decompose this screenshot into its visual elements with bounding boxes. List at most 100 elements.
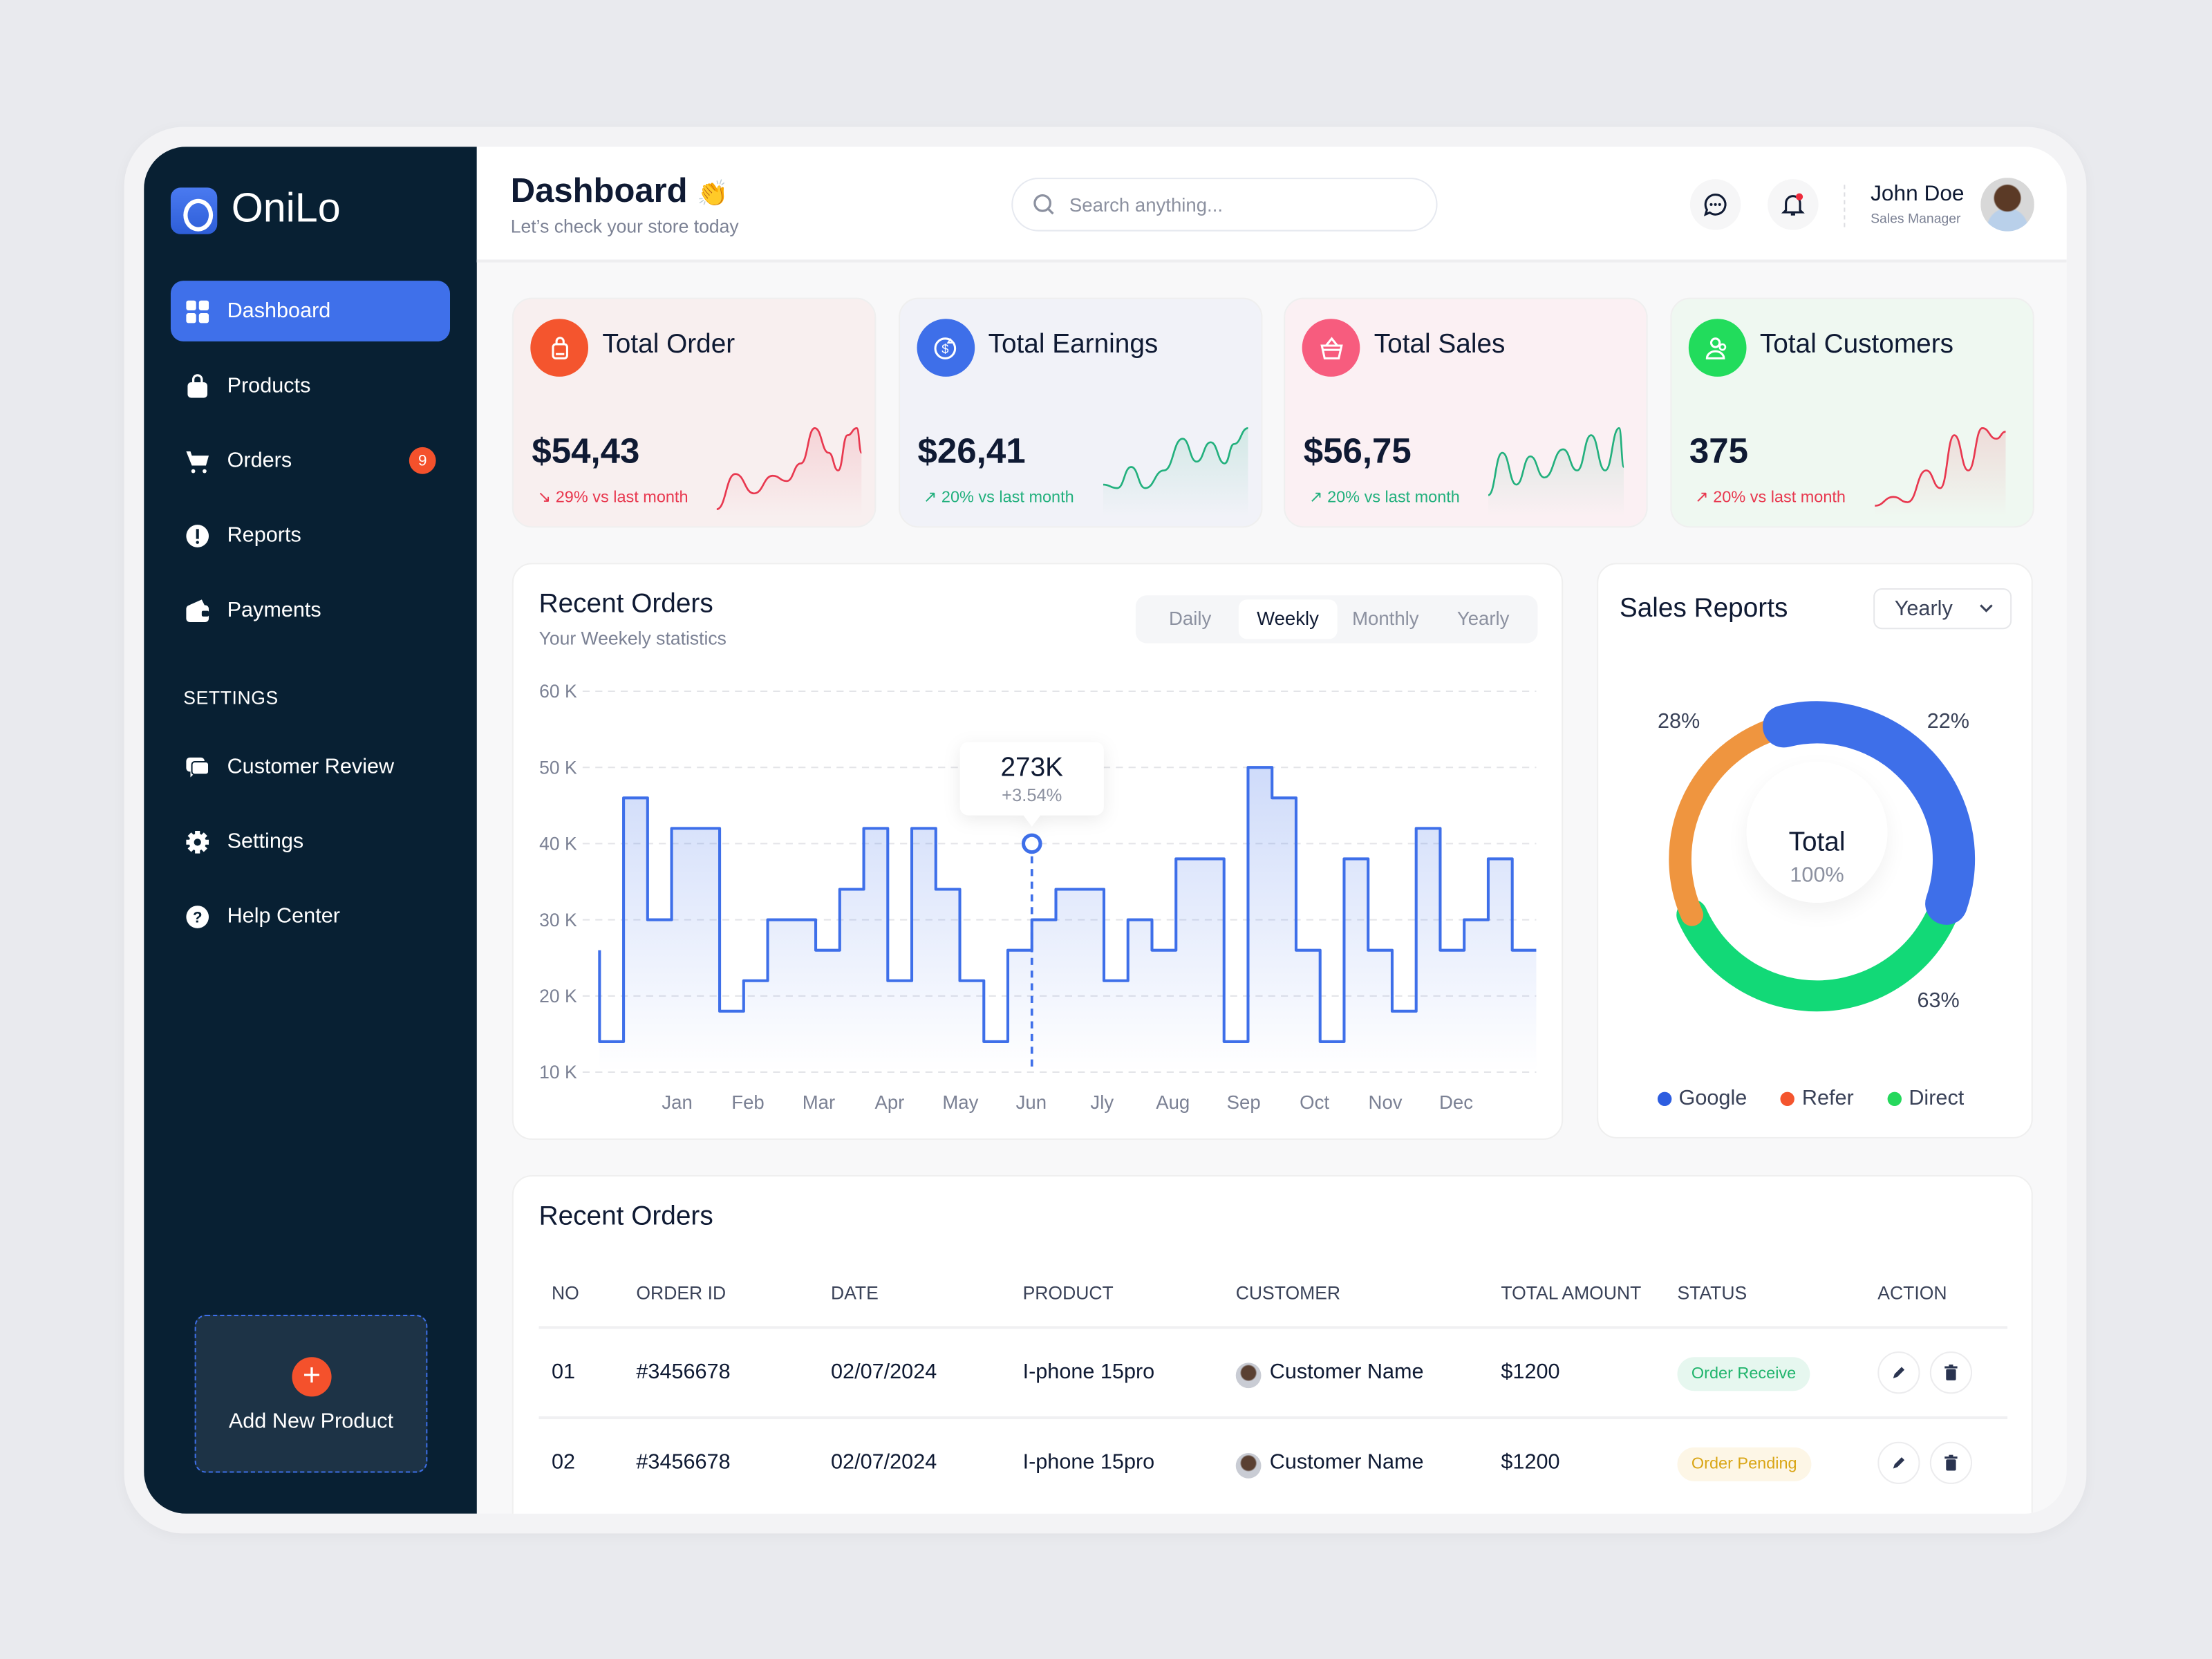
x-tick-label: Mar: [803, 1091, 835, 1113]
stat-card-total-customers[interactable]: Total Customers 375 ↗ 20% vs last month: [1669, 297, 2034, 528]
direct-percent: 63%: [1917, 988, 1960, 1013]
y-tick-label: 60 K: [539, 681, 577, 702]
cell-customer: Customer Name: [1269, 1450, 1424, 1474]
legend-item-google: Google: [1657, 1086, 1747, 1111]
pencil-icon: [1893, 1457, 1905, 1469]
sparkline-line: [1103, 428, 1248, 488]
sidebar-item-help-center[interactable]: ? Help Center: [171, 886, 450, 947]
donut-segment-refer[interactable]: [1669, 715, 1795, 926]
tab-monthly[interactable]: Monthly: [1352, 608, 1419, 630]
divider: [1844, 185, 1846, 227]
cart-icon: [185, 448, 210, 474]
dollar-refresh-icon: $: [916, 319, 975, 377]
table-title: Recent Orders: [538, 1201, 713, 1232]
x-tick-label: Oct: [1300, 1091, 1329, 1113]
y-tick-label: 20 K: [539, 986, 577, 1006]
cell-product: I-phone 15pro: [1022, 1360, 1155, 1385]
chart-title: Recent Orders: [538, 590, 713, 619]
x-tick-label: Nov: [1369, 1091, 1403, 1113]
stat-card-total-order[interactable]: Total Order $54,43 ↘ 29% vs last month: [512, 297, 877, 528]
donut-legend: Google Refer Direct: [1657, 1086, 1964, 1111]
brand-name: OniLo: [231, 186, 341, 232]
stat-card-total-sales[interactable]: Total Sales $56,75 ↗ 20% vs last month: [1284, 297, 1648, 528]
edit-button[interactable]: [1877, 1441, 1920, 1484]
shopping-bag-icon: [530, 319, 589, 377]
tab-weekly[interactable]: Weekly: [1239, 599, 1337, 639]
x-tick-label: Jun: [1016, 1091, 1047, 1113]
tab-daily[interactable]: Daily: [1169, 608, 1212, 630]
tooltip-value: 273K: [1000, 752, 1063, 782]
sidebar-item-label: Orders: [227, 448, 292, 473]
shopping-bag-icon: [185, 373, 210, 399]
sidebar-item-payments[interactable]: Payments: [171, 580, 450, 641]
sidebar-item-label: Help Center: [227, 904, 340, 928]
notifications-button[interactable]: [1768, 179, 1819, 230]
donut-center-label: Total: [1788, 827, 1846, 858]
tooltip-box: [959, 742, 1104, 827]
search-input[interactable]: Search anything...: [1011, 178, 1438, 232]
grid-icon: [185, 299, 210, 324]
cell-product: I-phone 15pro: [1022, 1450, 1155, 1474]
period-select[interactable]: Yearly: [1873, 588, 2012, 630]
sidebar-item-customer-review[interactable]: Customer Review: [171, 736, 450, 797]
user-name: John Doe: [1871, 182, 1965, 206]
user-avatar[interactable]: [1980, 178, 2034, 232]
sidebar-item-dashboard[interactable]: Dashboard: [170, 281, 451, 341]
plus-icon: +: [292, 1357, 332, 1397]
sparkline: [1874, 418, 2023, 516]
user-role: Sales Manager: [1871, 212, 1961, 227]
stat-value: $26,41: [917, 431, 1026, 471]
sidebar-item-label: Payments: [227, 598, 321, 622]
stat-value: 375: [1689, 431, 1748, 471]
add-new-product-button[interactable]: + Add New Product: [194, 1315, 428, 1473]
recent-orders-step-chart: 60 K 50 K 40 K 30 K 20 K 10 K Jan Feb Mar Apr May J…: [539, 681, 1537, 1113]
basket-icon: [1302, 319, 1360, 377]
sparkline-line: [1874, 428, 2005, 505]
sidebar: OniLo Dashboard Products Orders 9 Reports Pay…: [144, 147, 477, 1514]
x-tick-label: Dec: [1439, 1091, 1473, 1113]
column-header-date: DATE: [831, 1282, 879, 1304]
delete-button[interactable]: [1929, 1441, 1973, 1484]
orders-count-badge: 9: [409, 447, 436, 474]
stat-title: Total Earnings: [988, 330, 1159, 360]
table-row[interactable]: 02 #3456678 02/07/2024 I-phone 15pro Custome…: [538, 1416, 2008, 1507]
y-tick-label: 50 K: [539, 757, 577, 778]
x-tick-label: Jly: [1090, 1091, 1114, 1113]
stat-card-total-earnings[interactable]: $ Total Earnings $26,41 ↗ 20% vs last month: [897, 297, 1262, 528]
messages-button[interactable]: [1689, 179, 1741, 230]
cell-amount: $1200: [1501, 1360, 1560, 1385]
trend-down-icon: ↘: [537, 489, 552, 507]
sidebar-item-reports[interactable]: Reports: [171, 505, 450, 566]
legend-dot: [1781, 1091, 1795, 1105]
tooltip-point[interactable]: [1021, 833, 1042, 854]
sidebar-item-products[interactable]: Products: [171, 355, 450, 416]
recent-orders-table-panel: Recent Orders NO ORDER ID DATE PRODUCT CUSTO…: [512, 1174, 2033, 1514]
sparkline-area: [1488, 428, 1624, 516]
legend-label: Google: [1678, 1086, 1747, 1111]
x-tick-label: May: [942, 1091, 978, 1113]
table-row[interactable]: 01 #3456678 02/07/2024 I-phone 15pro Custome…: [538, 1326, 2008, 1416]
stat-delta: ↗ 20% vs last month: [1695, 487, 1846, 506]
customer-avatar: [1235, 1362, 1262, 1389]
page-title-text: Dashboard: [510, 171, 688, 211]
delete-button[interactable]: [1929, 1351, 1973, 1394]
donut-segment-direct[interactable]: [1676, 888, 1962, 1012]
column-header-no: NO: [551, 1282, 579, 1304]
column-header-status: STATUS: [1677, 1282, 1747, 1304]
stat-value: $56,75: [1303, 431, 1412, 471]
legend-item-direct: Direct: [1887, 1086, 1964, 1110]
donut-segment-google[interactable]: [1763, 701, 1976, 925]
sidebar-item-label: Reports: [227, 523, 301, 547]
cell-date: 02/07/2024: [831, 1450, 937, 1474]
stat-delta: ↗ 20% vs last month: [924, 487, 1074, 506]
stat-title: Total Order: [602, 330, 735, 360]
edit-button[interactable]: [1877, 1351, 1920, 1394]
sidebar-item-settings[interactable]: Settings: [171, 811, 450, 872]
sidebar-item-orders[interactable]: Orders 9: [171, 430, 450, 491]
cell-id: #3456678: [636, 1450, 731, 1474]
y-tick-label: 30 K: [539, 910, 577, 930]
tab-yearly[interactable]: Yearly: [1456, 608, 1510, 630]
x-tick-label: Apr: [874, 1091, 904, 1113]
stat-delta: ↘ 29% vs last month: [537, 487, 688, 507]
sidebar-item-label: Settings: [227, 829, 304, 854]
